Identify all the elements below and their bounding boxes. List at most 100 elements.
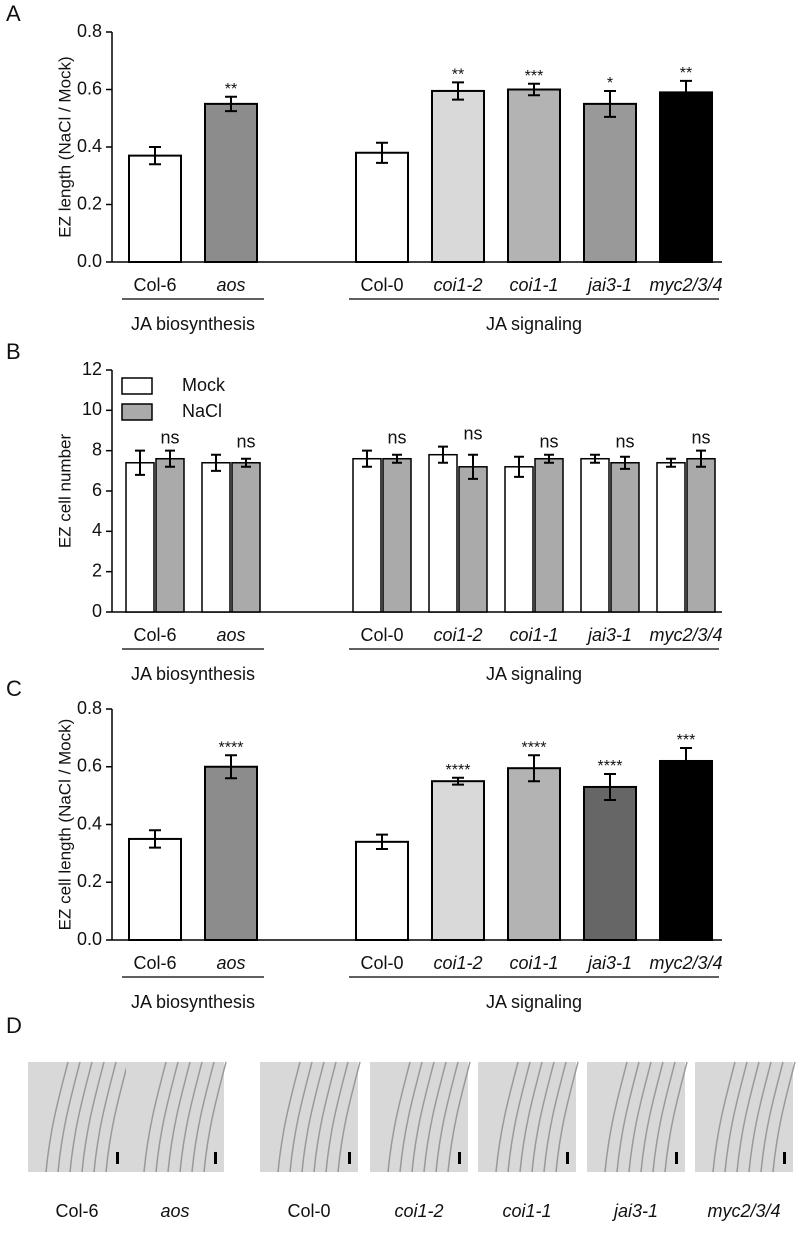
bar <box>583 785 637 942</box>
x-tick-label: myc2/3/4 <box>649 275 722 295</box>
significance: ns <box>236 431 255 451</box>
y-tick-label: 0.0 <box>77 251 102 271</box>
bar <box>428 453 458 613</box>
y-tick-label: 0.6 <box>77 78 102 98</box>
error-bar <box>452 81 464 101</box>
legend-label: Mock <box>182 375 226 395</box>
bar <box>504 466 534 613</box>
y-tick-label: 0.4 <box>77 813 102 833</box>
error-bar <box>696 449 706 468</box>
cell-file <box>604 1061 628 1173</box>
group-label: JA signaling <box>486 992 582 1012</box>
error-bar <box>241 457 251 468</box>
x-tick-label: coi1-1 <box>509 953 558 973</box>
cell-file <box>179 1061 203 1173</box>
significance: **** <box>446 762 471 779</box>
bar <box>507 767 561 941</box>
image-caption: Col-0 <box>287 1201 330 1221</box>
error-bar <box>514 455 524 478</box>
group-label: JA signaling <box>486 314 582 334</box>
y-tick-label: 6 <box>92 480 102 500</box>
bar <box>204 765 258 941</box>
micrograph <box>260 1062 358 1172</box>
x-tick-label: Col-6 <box>133 953 176 973</box>
error-bar <box>165 449 175 468</box>
bar <box>580 457 610 613</box>
group-label: JA signaling <box>486 664 582 684</box>
cell-file <box>652 1061 676 1173</box>
bar <box>458 466 488 613</box>
x-tick-label: Col-0 <box>360 625 403 645</box>
x-tick-label: jai3-1 <box>585 625 632 645</box>
panel-label: B <box>6 339 21 364</box>
cell-file <box>337 1061 361 1173</box>
error-bar <box>680 746 692 775</box>
y-tick-label: 8 <box>92 439 102 459</box>
group-label: JA biosynthesis <box>131 992 255 1012</box>
bar <box>125 462 155 613</box>
cell-file <box>555 1061 579 1173</box>
cell-file <box>495 1061 519 1173</box>
scale-bar <box>566 1152 569 1164</box>
x-tick-label: Col-6 <box>133 275 176 295</box>
cell-file <box>447 1061 471 1173</box>
error-bar <box>135 449 145 476</box>
error-bar <box>528 82 540 97</box>
cell-file <box>81 1061 105 1173</box>
scale-bar <box>214 1152 217 1164</box>
error-bar <box>376 833 388 851</box>
significance: ns <box>691 427 710 447</box>
x-tick-label: aos <box>216 953 245 973</box>
micrograph <box>28 1062 126 1172</box>
significance: ns <box>615 431 634 451</box>
significance: **** <box>598 758 623 775</box>
significance: ** <box>680 65 692 82</box>
micrograph <box>370 1062 468 1172</box>
panel-label: C <box>6 676 22 701</box>
y-axis-title: EZ cell number <box>55 434 74 549</box>
cell-file <box>105 1061 129 1173</box>
group-label: JA biosynthesis <box>131 314 255 334</box>
y-tick-label: 4 <box>92 520 102 540</box>
cell-file <box>712 1061 736 1173</box>
y-tick-label: 0.6 <box>77 756 102 776</box>
cell-file <box>519 1061 543 1173</box>
x-tick-label: myc2/3/4 <box>649 625 722 645</box>
image-caption: aos <box>160 1201 189 1221</box>
bar <box>507 88 561 263</box>
significance: ** <box>452 67 464 84</box>
error-bar <box>225 95 237 113</box>
error-bar <box>528 754 540 783</box>
legend-swatch <box>121 403 153 421</box>
cell-file <box>325 1061 349 1173</box>
bar <box>656 462 686 613</box>
y-tick-label: 0.2 <box>77 871 102 891</box>
bar <box>583 102 637 263</box>
bar <box>431 89 485 263</box>
bar <box>355 840 409 942</box>
bar <box>352 457 382 613</box>
cell-file <box>45 1061 69 1173</box>
significance: **** <box>522 739 547 756</box>
cell-file <box>423 1061 447 1173</box>
cell-file <box>736 1061 760 1173</box>
cell-file <box>760 1061 784 1173</box>
error-bar <box>362 449 372 468</box>
x-tick-label: coi1-2 <box>433 953 482 973</box>
y-tick-label: 0 <box>92 601 102 621</box>
scale-bar <box>116 1152 119 1164</box>
micrograph <box>587 1062 685 1172</box>
cell-file <box>640 1061 664 1173</box>
scale-bar <box>458 1152 461 1164</box>
y-tick-label: 0.0 <box>77 929 102 949</box>
bar <box>659 759 713 941</box>
bar <box>128 837 182 941</box>
significance: ns <box>463 423 482 443</box>
x-tick-label: aos <box>216 625 245 645</box>
cell-file <box>301 1061 325 1173</box>
x-tick-label: Col-6 <box>133 625 176 645</box>
legend-label: NaCl <box>182 401 222 421</box>
error-bar <box>376 141 388 164</box>
x-tick-label: coi1-2 <box>433 275 482 295</box>
